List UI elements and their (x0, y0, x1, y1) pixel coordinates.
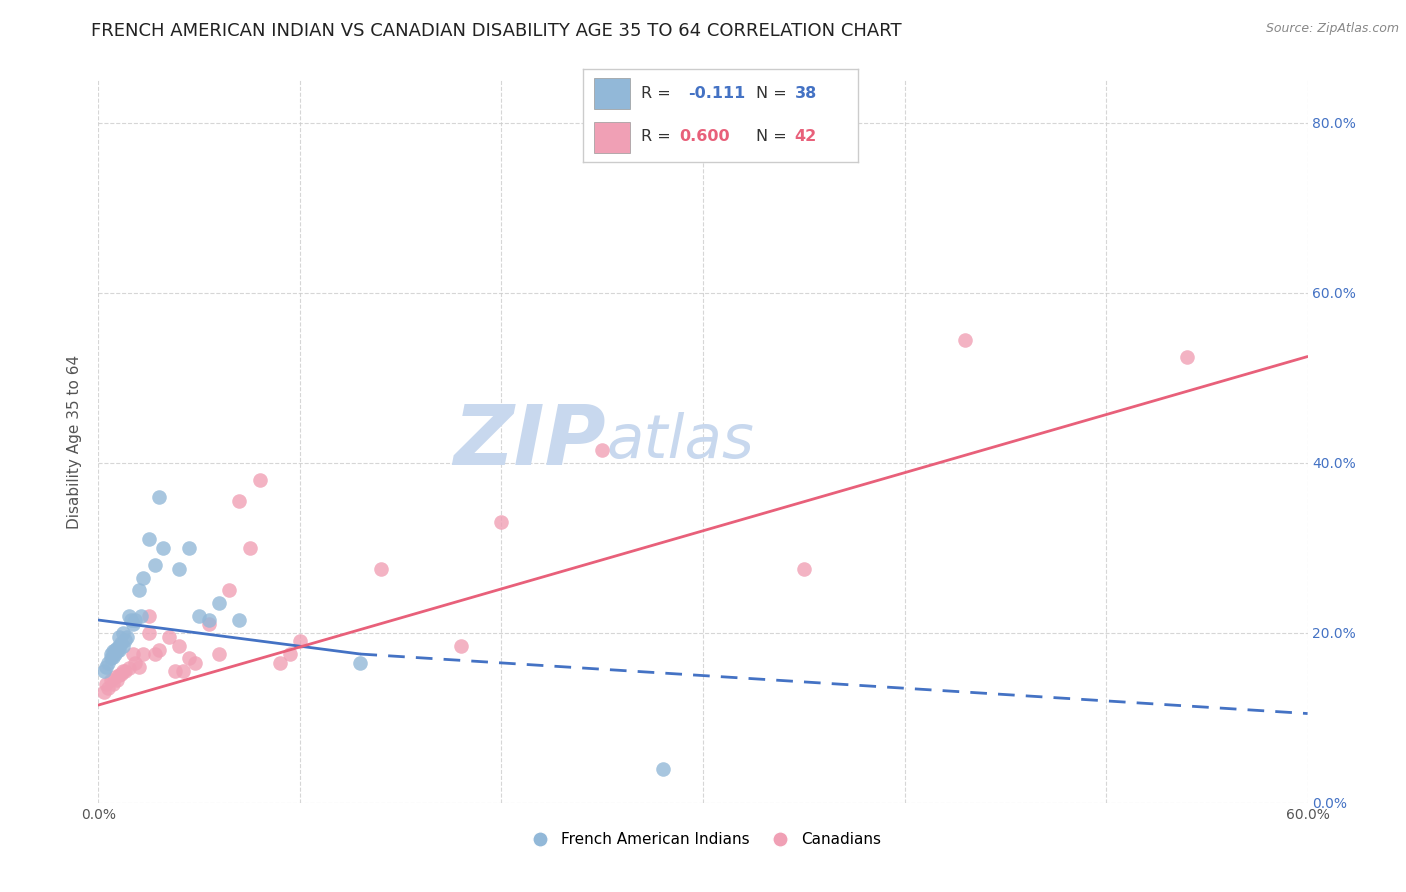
Point (152, 541, 174, 555)
Point (349, 656, 371, 670)
Point (110, 636, 132, 650)
Text: FRENCH AMERICAN INDIAN VS CANADIAN DISABILITY AGE 35 TO 64 CORRELATION CHART: FRENCH AMERICAN INDIAN VS CANADIAN DISAB… (91, 22, 903, 40)
Point (107, 639, 129, 653)
Point (198, 617, 221, 632)
Point (269, 656, 291, 670)
Point (93, 685, 115, 699)
Point (172, 664, 194, 678)
Text: ZIP: ZIP (454, 401, 606, 482)
Point (953, 333, 976, 347)
Point (101, 677, 124, 691)
Point (128, 583, 150, 598)
Y-axis label: Disability Age 35 to 64: Disability Age 35 to 64 (67, 354, 83, 529)
Point (179, 651, 201, 665)
Text: 38: 38 (794, 86, 817, 101)
Point (105, 641, 128, 656)
Point (188, 608, 211, 623)
Point (450, 639, 472, 653)
Point (179, 541, 201, 555)
Point (249, 473, 271, 487)
Point (118, 661, 141, 675)
Point (198, 613, 221, 627)
Point (143, 647, 166, 661)
Point (111, 625, 134, 640)
Text: 0.600: 0.600 (679, 129, 730, 145)
Point (208, 596, 231, 610)
Point (103, 670, 125, 684)
Point (118, 608, 141, 623)
Point (121, 617, 143, 632)
Text: R =: R = (641, 86, 681, 101)
Point (124, 656, 146, 670)
Point (1175, 350, 1198, 364)
Point (148, 490, 170, 504)
FancyBboxPatch shape (595, 122, 630, 153)
Point (93, 664, 115, 678)
Point (114, 664, 136, 678)
Text: R =: R = (641, 129, 676, 145)
Point (120, 613, 142, 627)
Text: -0.111: -0.111 (688, 86, 745, 101)
Point (111, 639, 134, 653)
Point (128, 660, 150, 674)
Point (148, 642, 170, 657)
Point (103, 642, 125, 657)
Point (132, 647, 155, 661)
Point (101, 649, 124, 664)
Text: Source: ZipAtlas.com: Source: ZipAtlas.com (1265, 22, 1399, 36)
Point (138, 533, 160, 547)
Point (107, 642, 129, 657)
Point (101, 644, 124, 658)
Point (288, 634, 311, 648)
Point (115, 630, 138, 644)
Point (124, 613, 146, 627)
Point (97, 681, 120, 695)
Point (105, 673, 128, 687)
Point (228, 613, 250, 627)
Point (793, 562, 815, 576)
Point (129, 608, 152, 623)
Point (228, 494, 250, 508)
Point (121, 647, 143, 661)
Point (105, 644, 128, 658)
Point (111, 664, 134, 678)
Point (651, 762, 673, 776)
Point (97, 656, 120, 670)
Point (132, 570, 155, 584)
Point (100, 651, 122, 665)
FancyBboxPatch shape (595, 78, 630, 109)
Point (184, 656, 207, 670)
Point (138, 608, 160, 623)
Point (157, 630, 180, 644)
Legend: French American Indians, Canadians: French American Indians, Canadians (519, 826, 887, 853)
Point (110, 666, 132, 681)
Point (100, 647, 122, 661)
Point (208, 647, 231, 661)
Text: N =: N = (756, 129, 792, 145)
Text: 42: 42 (794, 129, 817, 145)
Point (96, 660, 118, 674)
Text: atlas: atlas (606, 412, 754, 471)
Point (218, 583, 240, 598)
Text: N =: N = (756, 86, 792, 101)
Point (107, 668, 129, 682)
Point (103, 647, 125, 661)
Point (107, 630, 129, 644)
Point (591, 443, 613, 458)
Point (239, 541, 262, 555)
Point (138, 625, 160, 640)
Point (163, 664, 186, 678)
Point (278, 647, 301, 661)
Point (167, 562, 190, 576)
Point (167, 639, 190, 653)
Point (100, 673, 122, 687)
Point (491, 516, 513, 530)
Point (370, 562, 392, 576)
Point (143, 558, 166, 572)
Point (96, 677, 118, 691)
Point (114, 632, 136, 647)
